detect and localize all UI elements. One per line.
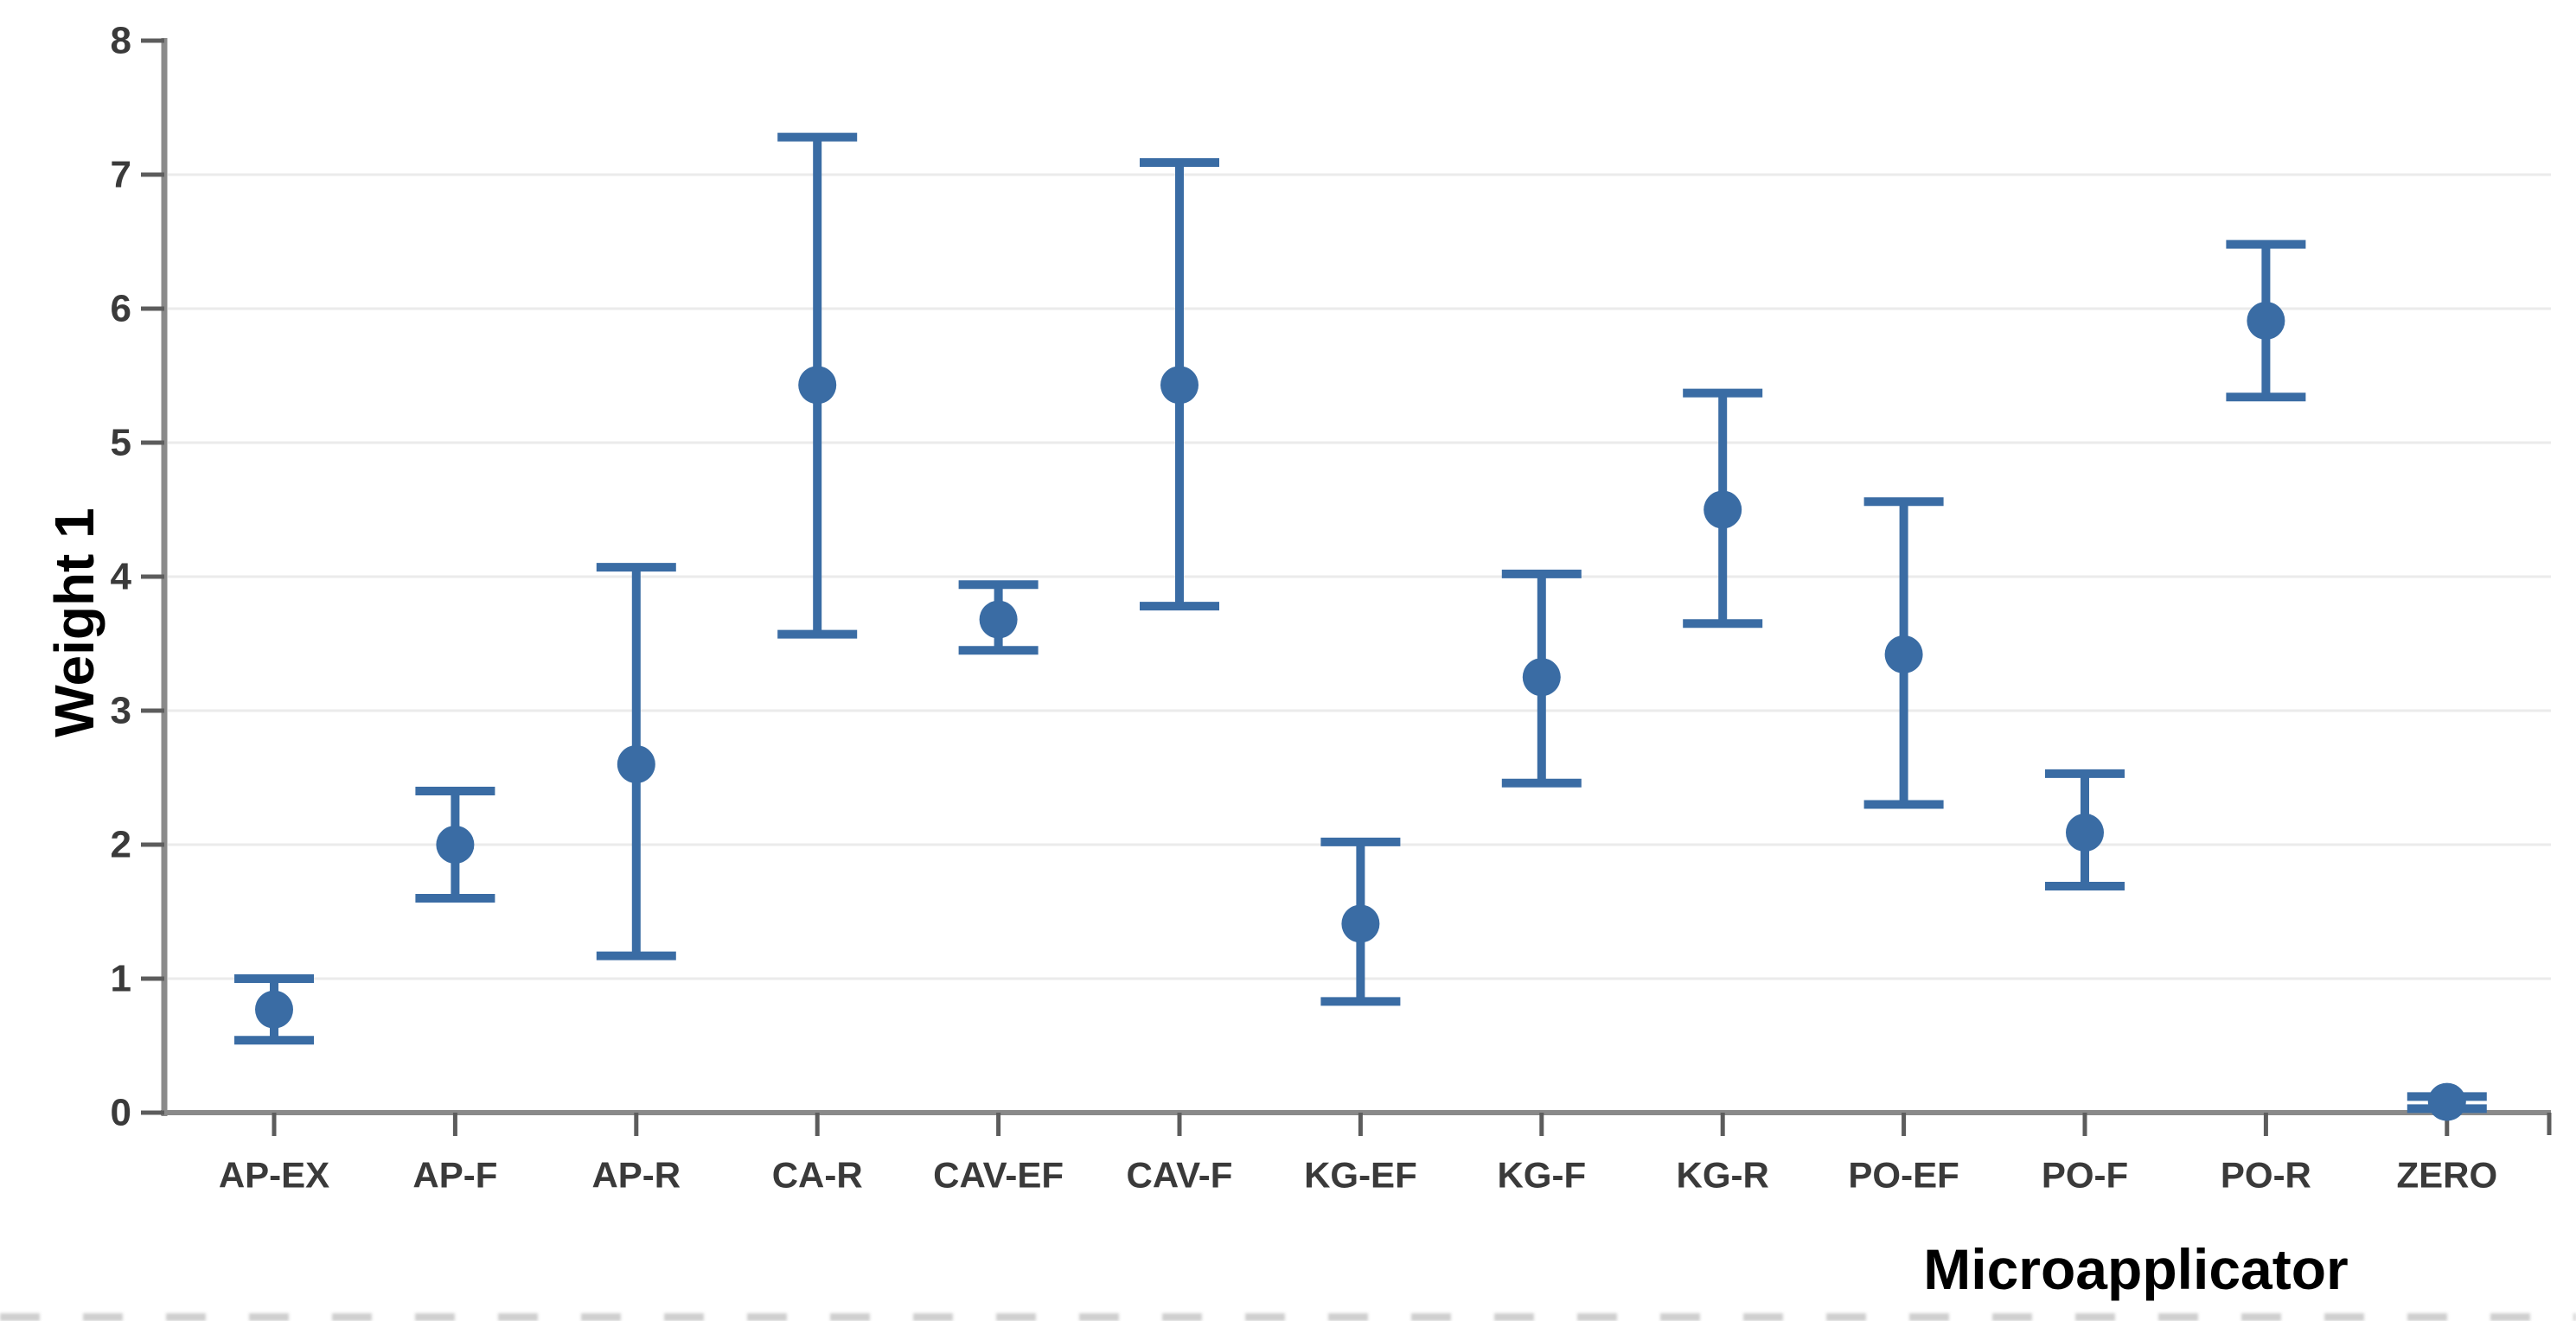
data-point-AP-EX xyxy=(255,990,293,1029)
x-tick-label-CAV-EF: CAV-EF xyxy=(933,1155,1064,1196)
y-axis-title: Weight 1 xyxy=(43,507,105,737)
data-point-CAV-EF xyxy=(979,600,1018,639)
y-tick-label-6: 6 xyxy=(111,288,131,330)
y-tick-label-0: 0 xyxy=(111,1092,131,1134)
data-point-PO-EF xyxy=(1884,635,1923,673)
x-tick-label-PO-EF: PO-EF xyxy=(1848,1155,1959,1196)
data-point-AP-F xyxy=(436,826,475,864)
data-point-KG-R xyxy=(1703,490,1742,529)
x-tick-label-CA-R: CA-R xyxy=(772,1155,863,1196)
y-tick-label-3: 3 xyxy=(111,690,131,732)
x-tick-label-AP-F: AP-F xyxy=(412,1155,497,1196)
y-tick-label-8: 8 xyxy=(111,20,131,62)
data-point-PO-F xyxy=(2066,814,2104,852)
x-tick-label-CAV-F: CAV-F xyxy=(1127,1155,1233,1196)
x-tick-label-AP-R: AP-R xyxy=(591,1155,681,1196)
data-point-AP-R xyxy=(617,745,655,783)
y-tick-label-4: 4 xyxy=(111,556,132,598)
data-point-CAV-F xyxy=(1160,366,1199,405)
x-tick-label-KG-R: KG-R xyxy=(1677,1155,1769,1196)
y-tick-label-5: 5 xyxy=(111,422,131,464)
y-tick-label-7: 7 xyxy=(111,154,131,196)
data-point-CA-R xyxy=(798,366,837,405)
y-tick-label-2: 2 xyxy=(111,824,131,866)
x-tick-label-ZERO: ZERO xyxy=(2396,1155,2497,1196)
x-tick-label-PO-R: PO-R xyxy=(2221,1155,2311,1196)
y-tick-label-1: 1 xyxy=(111,958,131,1000)
x-tick-label-PO-F: PO-F xyxy=(2042,1155,2128,1196)
data-point-PO-R xyxy=(2247,301,2285,340)
x-axis-title: Microapplicator xyxy=(1923,1237,2349,1301)
x-tick-label-KG-F: KG-F xyxy=(1497,1155,1586,1196)
data-point-KG-EF xyxy=(1341,904,1380,943)
data-point-KG-F xyxy=(1522,658,1561,697)
bottom-crop-artifact xyxy=(0,1313,2576,1321)
data-point-ZERO xyxy=(2427,1082,2466,1121)
x-tick-label-KG-EF: KG-EF xyxy=(1304,1155,1417,1196)
x-tick-label-AP-EX: AP-EX xyxy=(219,1155,329,1196)
